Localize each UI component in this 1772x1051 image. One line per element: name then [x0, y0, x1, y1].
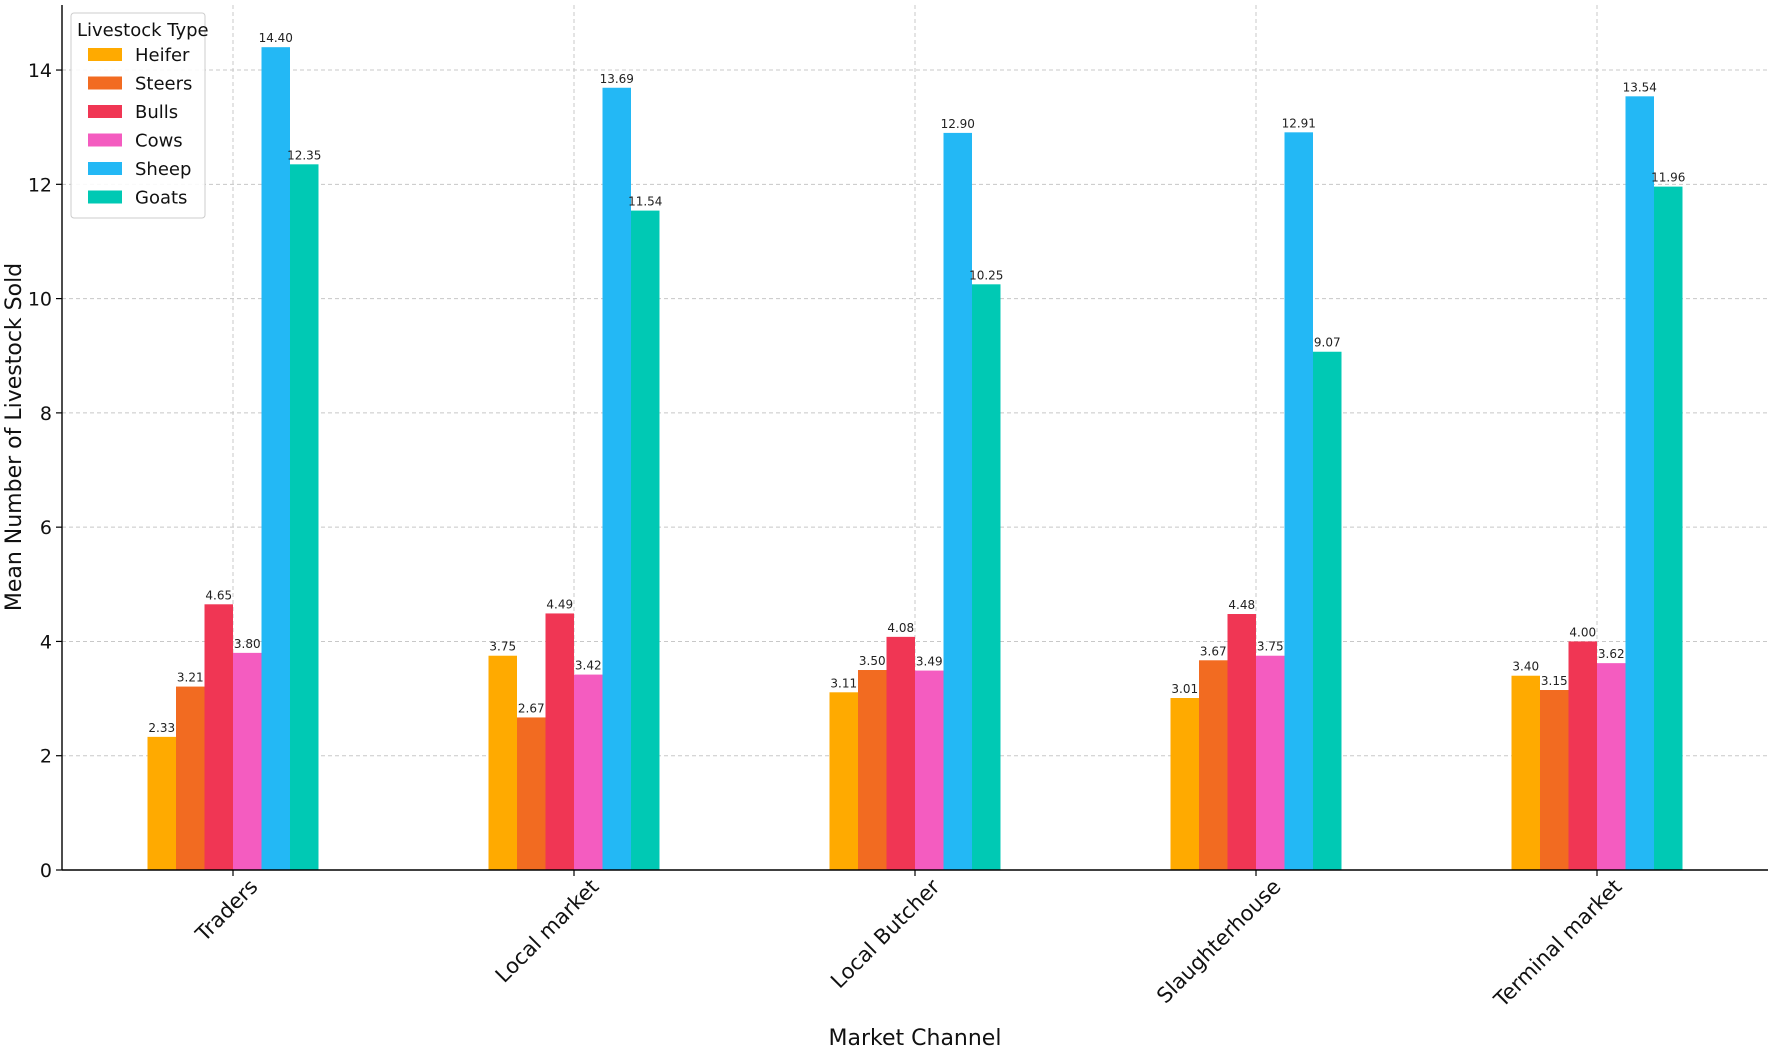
legend-label-sheep: Sheep	[135, 159, 191, 180]
bar-bulls-0	[204, 604, 233, 870]
bar-steers-4	[1540, 690, 1569, 870]
legend-title: Livestock Type	[77, 20, 209, 41]
legend-swatch-bulls	[88, 105, 122, 118]
category-labels: Traders Local market Local Butcher Slaughte…	[190, 874, 1626, 1012]
data-label: 3.42	[575, 659, 602, 673]
data-label: 2.33	[148, 721, 175, 735]
y-tick-label: 10	[28, 289, 52, 311]
bar-goats-1	[631, 210, 660, 871]
legend-swatch-cows	[88, 133, 122, 147]
data-label: 12.90	[941, 117, 975, 131]
x-category-label: Local market	[491, 875, 604, 988]
data-label: 13.69	[600, 72, 634, 86]
data-label: 2.67	[518, 701, 545, 715]
bar-cows-1	[574, 674, 603, 870]
bar-steers-0	[176, 686, 205, 870]
data-label: 4.08	[887, 621, 914, 635]
data-label: 11.54	[628, 195, 662, 209]
bar-sheep-2	[943, 132, 972, 871]
legend-label-heifer: Heifer	[135, 45, 190, 66]
bar-sheep-1	[602, 87, 631, 870]
data-label: 14.40	[259, 31, 293, 45]
y-tick-label: 2	[40, 746, 52, 768]
bar-cows-0	[233, 652, 262, 870]
data-label: 4.48	[1228, 598, 1255, 612]
bar-cows-4	[1597, 663, 1626, 870]
data-label: 3.67	[1200, 644, 1227, 658]
bar-bulls-3	[1227, 614, 1256, 870]
data-label: 3.11	[830, 676, 857, 690]
bar-cows-2	[915, 670, 944, 870]
legend-label-steers: Steers	[135, 74, 192, 95]
data-label: 12.91	[1282, 116, 1316, 130]
bar-goats-0	[290, 164, 319, 871]
bar-heifer-4	[1511, 675, 1540, 870]
bar-goats-4	[1654, 186, 1683, 871]
legend-swatch-steers	[88, 76, 122, 90]
data-label: 9.07	[1314, 336, 1341, 350]
data-label: 3.80	[234, 637, 261, 651]
data-label: 3.21	[177, 671, 204, 685]
data-label: 3.62	[1598, 647, 1625, 661]
legend-swatch-goats	[88, 190, 122, 204]
y-tick-label: 6	[40, 517, 52, 539]
y-tick-label: 4	[40, 631, 52, 653]
bars	[147, 47, 1683, 871]
legend-label-cows: Cows	[135, 131, 183, 152]
legend-swatch-heifer	[88, 48, 122, 61]
bar-steers-3	[1199, 660, 1228, 870]
data-label: 4.65	[205, 588, 232, 602]
data-labels: 2.33 3.21 4.65 3.80 14.40 12.35 3.75 2.67 4.49 3.…	[148, 31, 1685, 735]
y-axis-title: Mean Number of Livestock Sold	[2, 263, 27, 611]
bar-heifer-2	[829, 692, 858, 870]
bar-bulls-4	[1568, 641, 1597, 870]
data-label: 3.01	[1171, 682, 1198, 696]
legend-label-bulls: Bulls	[135, 102, 178, 123]
y-tick-label: 14	[28, 60, 52, 82]
data-label: 3.75	[489, 640, 516, 654]
x-category-label: Traders	[190, 875, 262, 947]
bar-heifer-0	[147, 736, 176, 870]
bar-steers-1	[517, 717, 546, 870]
y-tick-label: 8	[40, 403, 52, 425]
data-label: 4.49	[546, 597, 573, 611]
data-label: 10.25	[969, 268, 1003, 282]
bar-bulls-1	[545, 613, 574, 870]
grid	[62, 5, 1768, 870]
data-label: 4.00	[1569, 625, 1596, 639]
bar-goats-3	[1313, 351, 1342, 870]
data-label: 3.49	[916, 655, 943, 669]
x-axis-title: Market Channel	[829, 1026, 1002, 1051]
x-category-label: Terminal market	[1489, 875, 1627, 1013]
data-label: 3.40	[1512, 660, 1539, 674]
legend: Livestock Type Heifer Steers Bulls Cows Shee…	[70, 12, 209, 219]
data-label: 13.54	[1623, 80, 1657, 94]
legend-items: Heifer Steers Bulls Cows Sheep Goats	[88, 45, 192, 209]
y-tick-label: 0	[40, 860, 52, 882]
bar-sheep-4	[1625, 96, 1654, 870]
bar-steers-2	[858, 670, 887, 870]
data-label: 3.75	[1257, 640, 1284, 654]
y-tick-label: 12	[28, 174, 52, 196]
data-label: 12.35	[287, 148, 321, 162]
legend-label-goats: Goats	[135, 188, 187, 209]
bar-sheep-3	[1284, 132, 1313, 870]
data-label: 11.96	[1651, 171, 1685, 185]
bar-heifer-3	[1170, 698, 1199, 870]
legend-swatch-sheep	[88, 162, 122, 175]
x-category-label: Slaughterhouse	[1152, 875, 1285, 1008]
bar-cows-3	[1256, 655, 1285, 870]
data-label: 3.15	[1541, 674, 1568, 688]
x-category-label: Local Butcher	[826, 874, 945, 993]
bar-bulls-2	[886, 636, 915, 870]
bar-sheep-0	[261, 47, 290, 870]
bar-goats-2	[972, 284, 1001, 870]
ticks: 0 2 4 6 8 10 12 14	[28, 60, 1598, 882]
data-label: 3.50	[859, 654, 886, 668]
bar-heifer-1	[488, 655, 517, 870]
